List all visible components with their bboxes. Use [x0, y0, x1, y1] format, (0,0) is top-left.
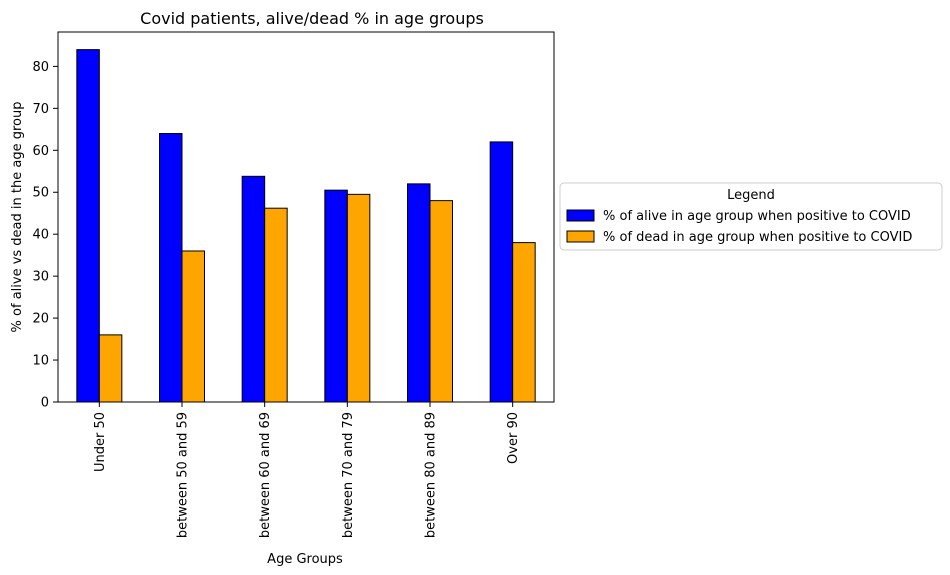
x-tick-label: Over 90 [506, 412, 521, 464]
bar-alive-4 [407, 183, 431, 403]
y-tick-label: 50 [32, 186, 49, 201]
bar-alive-2 [241, 175, 266, 403]
x-tick-label: between 70 and 79 [341, 412, 356, 538]
bar-dead-1 [181, 250, 205, 403]
y-axis: 0 10 20 30 40 50 60 70 80 [32, 60, 58, 411]
bar-dead-0 [98, 334, 123, 403]
x-tick-label: Under 50 [93, 412, 108, 472]
bar-dead-4 [429, 200, 453, 403]
bar-dead-2 [264, 207, 288, 403]
legend: Legend % of alive in age group when posi… [559, 182, 943, 251]
x-tick-label: between 50 and 59 [176, 412, 191, 538]
bar-dead-5 [512, 242, 536, 403]
x-tick-label: between 80 and 89 [424, 412, 439, 538]
x-axis: Under 50 between 50 and 59 between 60 and … [93, 402, 521, 538]
x-axis-label: Age Groups [267, 552, 343, 567]
bars-group [76, 49, 536, 403]
chart-title: Covid patients, alive/dead % in age grou… [140, 9, 484, 28]
y-axis-label: % of alive vs dead in the age group [10, 102, 25, 333]
legend-swatch-dead [566, 230, 595, 243]
y-tick-label: 30 [32, 270, 49, 285]
y-tick-label: 60 [32, 144, 49, 159]
bar-alive-3 [324, 189, 348, 403]
y-tick-label: 80 [32, 60, 49, 75]
legend-label-dead: % of dead in age group when positive to … [603, 230, 912, 245]
bar-dead-3 [346, 193, 371, 403]
axes-frame [57, 31, 555, 403]
y-tick-label: 70 [32, 102, 49, 117]
bar-alive-0 [76, 49, 100, 403]
y-tick-label: 40 [32, 228, 49, 243]
x-tick-label: between 60 and 69 [258, 412, 273, 538]
legend-box [559, 182, 943, 251]
legend-title: Legend [727, 188, 775, 203]
bar-alive-5 [489, 141, 514, 403]
bar-alive-1 [159, 133, 183, 403]
legend-swatch-alive [566, 209, 595, 222]
legend-label-alive: % of alive in age group when positive to… [603, 209, 911, 224]
y-tick-label: 20 [32, 312, 49, 327]
y-tick-label: 10 [32, 354, 49, 369]
y-tick-label: 0 [41, 396, 49, 411]
